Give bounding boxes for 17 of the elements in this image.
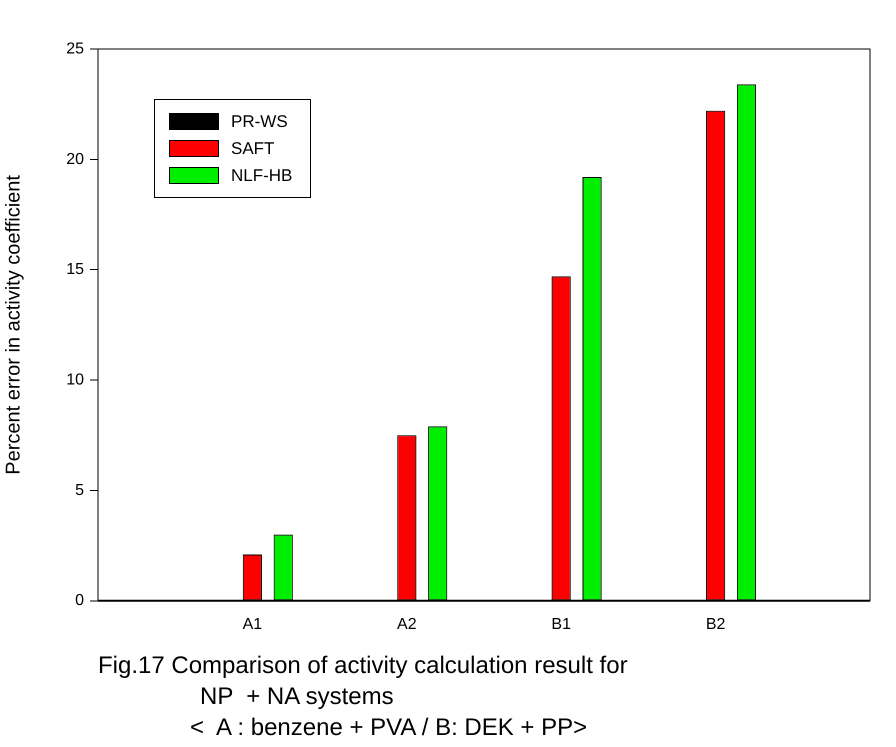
x-tick-label: B1: [551, 616, 572, 633]
caption: Fig.17 Comparison of activity calculation result for: [98, 651, 628, 681]
y-tick-label: 20: [66, 150, 84, 168]
y-tick-label: 15: [66, 261, 84, 278]
y-axis-title: Percent error in activity coefficient: [2, 174, 25, 475]
text: NP + NA systems: [200, 682, 395, 712]
text: < A : benzene + PVA / B: DEK + PP>: [190, 713, 588, 743]
y-tick-label: 25: [66, 40, 84, 58]
y-tick-label: 5: [75, 482, 84, 499]
legend-label: SAFT: [231, 138, 274, 158]
x-tick-label: A1: [242, 616, 262, 633]
x-tick-label: A2: [397, 616, 417, 633]
y-tick-label: 0: [75, 592, 84, 610]
legend-label: NLF-HB: [231, 166, 292, 186]
y-tick-label: 10: [66, 371, 84, 388]
x-tick-label: B2: [706, 616, 726, 633]
legend-label: PR-WS: [231, 112, 288, 132]
